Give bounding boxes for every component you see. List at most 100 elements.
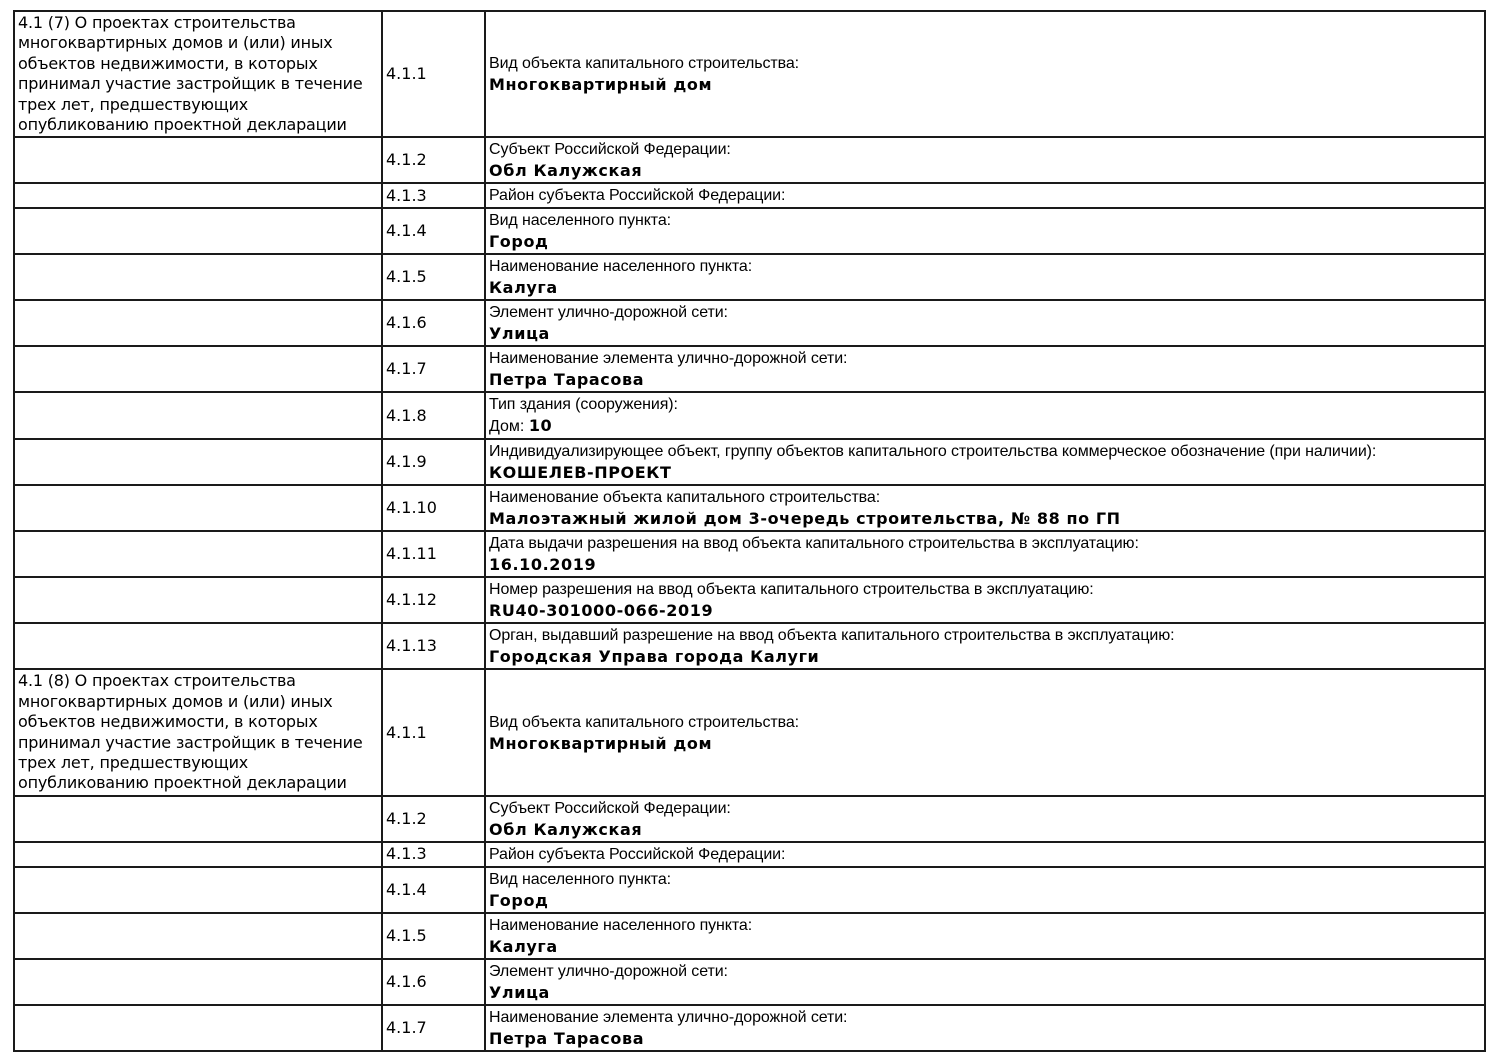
field-value-bold: Улица bbox=[489, 982, 550, 1002]
table-row: 4.1.8 Тип здания (сооружения): Дом: 10 bbox=[13, 391, 1486, 441]
section-heading-cell bbox=[13, 530, 383, 579]
field-label: Вид населенного пункта: bbox=[489, 870, 671, 888]
row-content-cell: Район субъекта Российской Федерации: bbox=[484, 182, 1486, 210]
field-value: Многоквартирный дом bbox=[489, 733, 1480, 754]
field-label: Элемент улично-дорожной сети: bbox=[489, 962, 728, 980]
row-number-cell: 4.1.8 bbox=[381, 391, 486, 441]
field-value-bold: Многоквартирный дом bbox=[489, 733, 713, 753]
field-value-bold: Улица bbox=[489, 324, 550, 344]
section-heading-cell bbox=[13, 299, 383, 348]
table-row: 4.1.7 Наименование элемента улично-дорож… bbox=[13, 1003, 1486, 1052]
field-value-bold: Город bbox=[489, 890, 549, 910]
row-number-cell: 4.1.7 bbox=[381, 345, 486, 394]
field-label: Тип здания (сооружения): bbox=[489, 396, 678, 414]
row-number-cell: 4.1.13 bbox=[381, 622, 486, 671]
section-heading-cell bbox=[13, 182, 383, 210]
row-content-cell: Субъект Российской Федерации: Обл Калужс… bbox=[484, 136, 1486, 185]
row-content-cell: Дата выдачи разрешения на ввод объекта к… bbox=[484, 530, 1486, 579]
row-number-cell: 4.1.4 bbox=[381, 207, 486, 256]
section-heading-cell bbox=[13, 136, 383, 185]
row-content-cell: Вид населенного пункта: Город bbox=[484, 207, 1486, 256]
row-content-cell: Наименование населенного пункта: Калуга bbox=[484, 253, 1486, 302]
field-label: Наименование элемента улично-дорожной се… bbox=[489, 350, 848, 368]
table-row: 4.1.5 Наименование населенного пункта: К… bbox=[13, 911, 1486, 960]
section-heading-cell bbox=[13, 484, 383, 533]
section-heading-cell bbox=[13, 840, 383, 868]
section-heading-cell bbox=[13, 253, 383, 302]
field-value: Многоквартирный дом bbox=[489, 74, 1480, 95]
row-number-cell: 4.1.4 bbox=[381, 865, 486, 914]
table-row: 4.1 (7) О проектах строительства многокв… bbox=[13, 9, 1486, 139]
row-content-cell: Наименование элемента улично-дорожной се… bbox=[484, 1003, 1486, 1052]
row-number-cell: 4.1.10 bbox=[381, 484, 486, 533]
field-label: Наименование населенного пункта: bbox=[489, 916, 753, 934]
field-value: Петра Тарасова bbox=[489, 369, 1480, 390]
table-row: 4.1.6 Элемент улично-дорожной сети: Улиц… bbox=[13, 299, 1486, 348]
row-number-cell: 4.1.5 bbox=[381, 253, 486, 302]
field-label: Субъект Российской Федерации: bbox=[489, 799, 731, 817]
field-value-bold: КОШЕЛЕВ-ПРОЕКТ bbox=[489, 463, 672, 483]
section-heading-cell bbox=[13, 391, 383, 441]
field-value-bold: Петра Тарасова bbox=[489, 370, 645, 390]
section-heading-cell: 4.1 (8) О проектах строительства многокв… bbox=[13, 668, 383, 797]
row-number-cell: 4.1.5 bbox=[381, 911, 486, 960]
table-row: 4.1.2 Субъект Российской Федерации: Обл … bbox=[13, 136, 1486, 185]
row-content-cell: Наименование элемента улично-дорожной се… bbox=[484, 345, 1486, 394]
row-content-cell: Элемент улично-дорожной сети: Улица bbox=[484, 957, 1486, 1006]
field-label: Индивидуализирующее объект, группу объек… bbox=[489, 443, 1377, 461]
field-value: КОШЕЛЕВ-ПРОЕКТ bbox=[489, 462, 1480, 483]
field-label: Орган, выдавший разрешение на ввод объек… bbox=[489, 627, 1175, 645]
row-number-cell: 4.1.3 bbox=[381, 840, 486, 868]
field-value-bold: Многоквартирный дом bbox=[489, 75, 713, 95]
section-heading-cell bbox=[13, 345, 383, 394]
row-content-cell: Индивидуализирующее объект, группу объек… bbox=[484, 438, 1486, 487]
table-row: 4.1.2 Субъект Российской Федерации: Обл … bbox=[13, 794, 1486, 843]
table-row: 4.1.7 Наименование элемента улично-дорож… bbox=[13, 345, 1486, 394]
field-value-bold: Обл Калужская bbox=[489, 161, 643, 181]
row-number-cell: 4.1.1 bbox=[381, 9, 486, 139]
section-heading-cell bbox=[13, 794, 383, 843]
row-number-cell: 4.1.6 bbox=[381, 957, 486, 1006]
field-label: Субъект Российской Федерации: bbox=[489, 141, 731, 159]
declaration-table-body: 4.1 (7) О проектах строительства многокв… bbox=[13, 9, 1486, 1052]
field-value-bold: 10 bbox=[528, 416, 553, 436]
field-value: 16.10.2019 bbox=[489, 554, 1480, 575]
table-row: 4.1.12 Номер разрешения на ввод объекта … bbox=[13, 576, 1486, 625]
field-value-bold: Петра Тарасова bbox=[489, 1028, 645, 1048]
row-content-cell: Субъект Российской Федерации: Обл Калужс… bbox=[484, 794, 1486, 843]
field-value: Город bbox=[489, 231, 1480, 252]
field-label: Номер разрешения на ввод объекта капитал… bbox=[489, 581, 1094, 599]
row-content-cell: Номер разрешения на ввод объекта капитал… bbox=[484, 576, 1486, 625]
field-value-bold: Город bbox=[489, 232, 549, 252]
declaration-table: 4.1 (7) О проектах строительства многокв… bbox=[13, 9, 1486, 1052]
row-number-cell: 4.1.7 bbox=[381, 1003, 486, 1052]
row-number-cell: 4.1.12 bbox=[381, 576, 486, 625]
field-value: Малоэтажный жилой дом 3-очередь строител… bbox=[489, 508, 1480, 529]
field-value: Городская Управа города Калуги bbox=[489, 646, 1480, 667]
row-number-cell: 4.1.3 bbox=[381, 182, 486, 210]
field-value-bold: RU40-301000-066-2019 bbox=[489, 601, 714, 621]
field-label: Район субъекта Российской Федерации: bbox=[489, 187, 786, 205]
field-label: Район субъекта Российской Федерации: bbox=[489, 845, 786, 863]
row-content-cell: Наименование населенного пункта: Калуга bbox=[484, 911, 1486, 960]
table-row: 4.1.5 Наименование населенного пункта: К… bbox=[13, 253, 1486, 302]
table-row: 4.1.3 Район субъекта Российской Федераци… bbox=[13, 182, 1486, 210]
section-heading-cell bbox=[13, 438, 383, 487]
row-number-cell: 4.1.2 bbox=[381, 794, 486, 843]
row-number-cell: 4.1.2 bbox=[381, 136, 486, 185]
section-heading-cell bbox=[13, 576, 383, 625]
row-content-cell: Район субъекта Российской Федерации: bbox=[484, 840, 1486, 868]
section-heading-cell: 4.1 (7) О проектах строительства многокв… bbox=[13, 9, 383, 139]
section-heading-cell bbox=[13, 957, 383, 1006]
field-value: RU40-301000-066-2019 bbox=[489, 600, 1480, 621]
field-value-bold: Калуга bbox=[489, 278, 558, 298]
field-label: Наименование объекта капитального строит… bbox=[489, 489, 881, 507]
row-content-cell: Вид объекта капитального строительства: … bbox=[484, 9, 1486, 139]
field-value: Калуга bbox=[489, 277, 1480, 298]
table-row: 4.1.10 Наименование объекта капитального… bbox=[13, 484, 1486, 533]
table-row: 4.1.9 Индивидуализирующее объект, группу… bbox=[13, 438, 1486, 487]
row-content-cell: Элемент улично-дорожной сети: Улица bbox=[484, 299, 1486, 348]
section-heading-cell bbox=[13, 911, 383, 960]
section-heading-cell bbox=[13, 1003, 383, 1052]
section-heading-cell bbox=[13, 865, 383, 914]
